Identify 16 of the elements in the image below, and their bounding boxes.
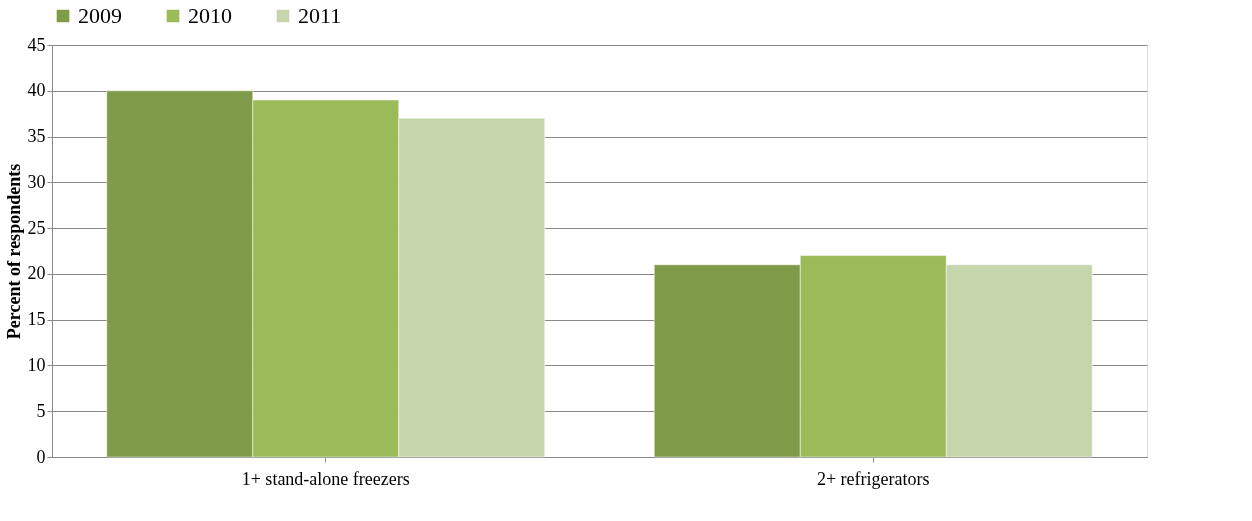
y-tick-label: 10 [27,354,46,375]
y-tick-label: 35 [27,126,46,147]
x-tick-label: 1+ stand-alone freezers [241,468,410,489]
y-tick-label: 15 [27,309,46,330]
y-tick-label: 40 [27,80,46,101]
x-tick-label: 2+ refrigerators [816,468,930,489]
y-tick-label: 0 [36,446,46,467]
legend-label: 2009 [78,3,122,28]
legend-label: 2010 [188,3,232,28]
y-tick-label: 20 [27,263,46,284]
y-tick-label: 5 [36,400,46,421]
legend-label: 2011 [298,3,342,28]
y-tick-label: 45 [27,34,46,55]
y-axis-title: Percent of respondents [3,163,24,340]
y-tick-label: 30 [27,171,46,192]
y-tick-label: 25 [27,217,46,238]
